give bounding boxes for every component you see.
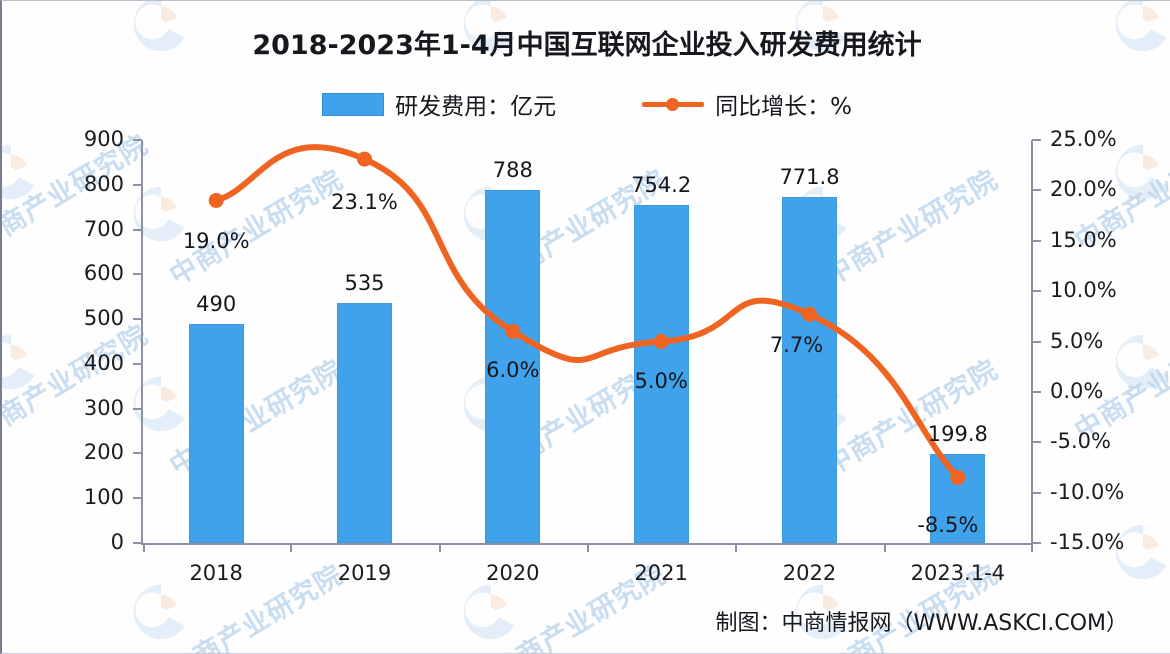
x-axis-label: 2020 (486, 561, 540, 585)
y-axis-left-tick (133, 362, 142, 365)
legend-item-bar[interactable]: 研发费用：亿元 (322, 87, 556, 121)
bar-value-label: 754.2 (631, 173, 692, 198)
x-axis-tick (883, 543, 886, 552)
y-axis-left-label: 100 (83, 485, 124, 510)
legend-item-line[interactable]: 同比增长：% (642, 87, 852, 121)
chart-legend: 研发费用：亿元 同比增长：% (2, 87, 1170, 121)
line-value-label: 19.0% (182, 229, 250, 254)
y-axis-right (1031, 140, 1033, 545)
x-axis-label: 2019 (337, 561, 392, 585)
legend-label-line: 同比增长：% (715, 94, 852, 120)
line-value-label: 6.0% (486, 358, 540, 383)
y-axis-left-tick (133, 139, 142, 141)
line-point-2022[interactable] (802, 306, 817, 322)
y-axis-left-label: 900 (83, 127, 124, 151)
y-axis-left-label: 300 (83, 395, 124, 420)
chart-title: 2018-2023年1-4月中国互联网企业投入研发费用统计 (252, 30, 922, 61)
watermark-logo-icon (460, 581, 522, 643)
x-axis-tick (290, 543, 293, 552)
bar-swatch-icon (322, 92, 385, 116)
y-axis-left-label: 500 (83, 306, 124, 331)
bar-value-label: 771.8 (779, 165, 840, 190)
y-axis-right-label: 10.0% (1050, 278, 1117, 303)
y-axis-right-tick (1032, 290, 1041, 293)
x-axis-tick (587, 543, 589, 552)
watermark-logo-icon (130, 581, 192, 643)
y-axis-left-tick (133, 183, 142, 186)
x-axis-tick (438, 543, 441, 552)
bar-value-label: 490 (196, 291, 237, 316)
line-point-2018[interactable] (208, 192, 224, 208)
bar-value-label: 788 (492, 158, 533, 183)
bar-2018[interactable] (188, 323, 244, 543)
bar-value-label: 535 (344, 271, 385, 296)
watermark-text: 中商产业研究院 (0, 319, 154, 447)
line-point-2019[interactable] (357, 151, 372, 167)
y-axis-right-label: 25.0% (1050, 127, 1117, 151)
legend-label-bar: 研发费用：亿元 (395, 94, 557, 120)
y-axis-left (141, 140, 143, 545)
x-axis-label: 2021 (634, 561, 688, 585)
line-marker-icon (642, 94, 705, 114)
bar-2020[interactable] (485, 190, 541, 543)
y-axis-left-tick (133, 407, 142, 410)
bar-2022[interactable] (782, 197, 837, 543)
x-axis-label: 2018 (189, 561, 243, 585)
y-axis-right-label: 15.0% (1050, 227, 1117, 252)
trend-line-svg (208, 144, 966, 486)
y-axis-left-tick (133, 318, 142, 321)
x-axis-tick (1031, 543, 1033, 552)
y-axis-left-tick (133, 452, 142, 455)
line-value-label: 5.0% (634, 368, 688, 393)
y-axis-right-tick (1032, 542, 1041, 544)
y-axis-left-tick (133, 542, 142, 544)
line-point-2021[interactable] (653, 334, 669, 349)
y-axis-right-label: 5.0% (1050, 328, 1104, 353)
y-axis-right-label: 0.0% (1050, 378, 1104, 403)
line-point-2023.1-4[interactable] (950, 470, 966, 486)
line-point-2020[interactable] (505, 323, 521, 339)
y-axis-left-label: 0 (110, 530, 124, 554)
y-axis-left-tick (133, 497, 142, 500)
bar-2023.1-4[interactable] (930, 453, 986, 543)
y-axis-left-label: 200 (83, 440, 124, 465)
y-axis-left-label: 800 (83, 171, 124, 196)
y-axis-right-tick (1032, 139, 1041, 141)
line-value-label: 7.7% (769, 333, 824, 358)
y-axis-right-tick (1032, 189, 1041, 192)
y-axis-right-label: 20.0% (1050, 177, 1117, 202)
y-axis-right-tick (1032, 390, 1041, 393)
bar-2021[interactable] (633, 205, 689, 543)
x-axis-tick (735, 543, 738, 552)
y-axis-left-label: 700 (83, 216, 124, 241)
y-axis-right-label: -15.0% (1050, 530, 1125, 554)
y-axis-right-tick (1032, 441, 1041, 444)
y-axis-left-tick (133, 273, 142, 276)
x-axis-label: 2023.1-4 (910, 561, 1006, 585)
line-value-label: -8.5% (917, 512, 979, 537)
chart-credit: 制图：中商情报网（WWW.ASKCI.COM） (715, 611, 1128, 636)
y-axis-right-tick (1032, 239, 1041, 242)
y-axis-left-label: 400 (83, 350, 124, 375)
x-axis-label: 2022 (782, 561, 837, 585)
y-axis-left-tick (133, 228, 142, 231)
y-axis-right-tick (1032, 340, 1041, 343)
trend-line-path (213, 144, 961, 481)
x-axis-tick (143, 543, 145, 552)
y-axis-right-label: -5.0% (1050, 429, 1111, 454)
y-axis-right-tick (1032, 491, 1041, 494)
y-axis-right-label: -10.0% (1050, 479, 1125, 504)
bar-value-label: 199.8 (927, 421, 988, 446)
y-axis-left-label: 600 (83, 261, 124, 286)
line-value-label: 23.1% (331, 190, 398, 215)
plot-area: 0 100 200 300 400 500 600 700 800 900 -15.0% -10.0%… (84, 127, 1124, 585)
bar-2019[interactable] (337, 303, 392, 543)
